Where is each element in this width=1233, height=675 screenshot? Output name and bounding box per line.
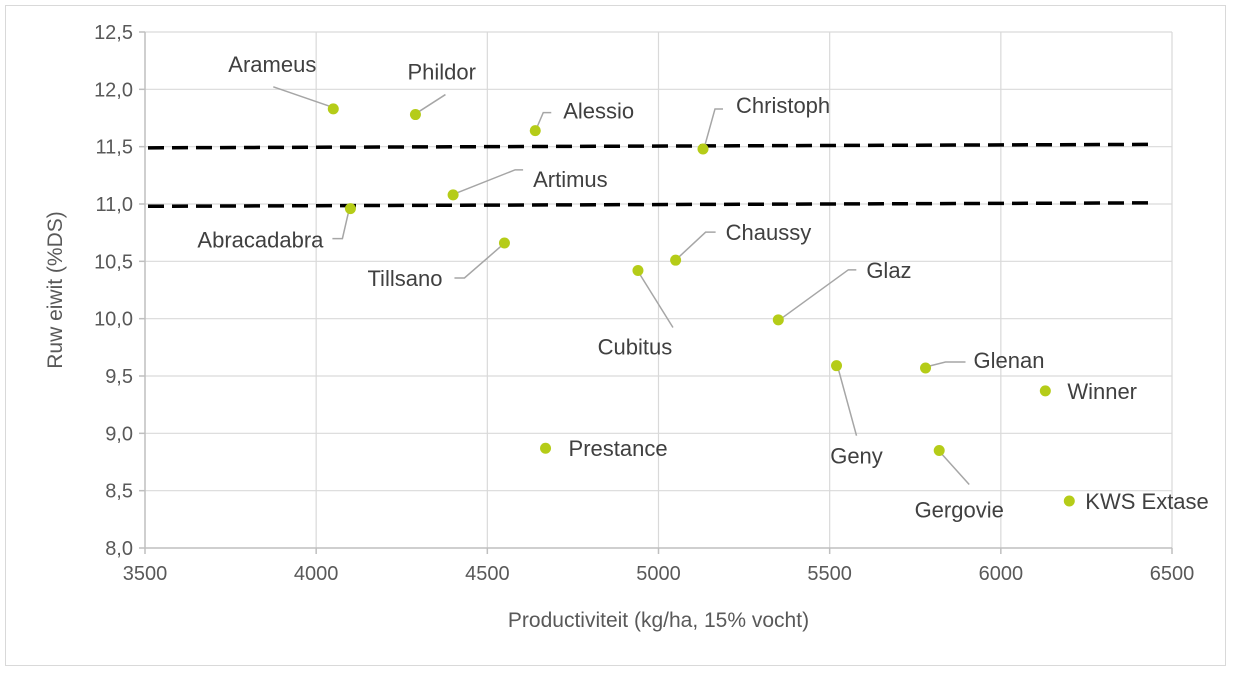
y-tick-label: 8,5 bbox=[105, 481, 133, 503]
leader-line-abracadabra bbox=[332, 212, 350, 240]
data-label-arameus: Arameus bbox=[228, 52, 316, 77]
data-point-glenan bbox=[920, 362, 932, 374]
data-label-cubitus: Cubitus bbox=[598, 335, 673, 360]
x-tick-label: 4000 bbox=[294, 563, 339, 585]
data-point-artimus bbox=[447, 189, 459, 201]
y-tick-label: 8,0 bbox=[105, 538, 133, 560]
data-point-glaz bbox=[772, 314, 784, 326]
x-tick-label: 5500 bbox=[807, 563, 852, 585]
x-tick-label: 5000 bbox=[636, 563, 681, 585]
data-point-alessio bbox=[529, 125, 541, 137]
data-label-gergovie: Gergovie bbox=[915, 498, 1004, 523]
data-label-glenan: Glenan bbox=[974, 348, 1045, 373]
y-tick-label: 11,0 bbox=[96, 194, 133, 216]
data-label-tillsano: Tillsano bbox=[367, 266, 442, 291]
y-tick-label: 11,5 bbox=[96, 137, 133, 159]
data-label-prestance: Prestance bbox=[569, 436, 668, 461]
data-label-artimus: Artimus bbox=[533, 167, 608, 192]
leader-line-christoph bbox=[704, 108, 724, 146]
leader-line-glenan bbox=[929, 361, 966, 367]
x-tick-label: 3500 bbox=[123, 563, 168, 585]
leader-line-geny bbox=[837, 369, 858, 436]
data-label-glaz: Glaz bbox=[866, 258, 911, 283]
x-tick-label: 4500 bbox=[465, 563, 510, 585]
data-point-arameus bbox=[327, 103, 339, 115]
data-point-chaussy bbox=[670, 254, 682, 266]
y-tick-label: 9,0 bbox=[105, 423, 133, 445]
y-axis-title: Ruw eiwit (%DS) bbox=[44, 211, 67, 369]
leader-line-glaz bbox=[781, 269, 857, 319]
data-label-abracadabra: Abracadabra bbox=[197, 228, 324, 253]
y-tick-label: 12,5 bbox=[94, 22, 133, 44]
data-point-prestance bbox=[540, 442, 552, 454]
x-tick-label: 6000 bbox=[979, 563, 1024, 585]
leader-line-artimus bbox=[456, 169, 524, 194]
x-tick-label: 6500 bbox=[1150, 563, 1195, 585]
leader-line-cubitus bbox=[639, 274, 674, 328]
leader-line-chaussy bbox=[677, 231, 716, 259]
chart-frame bbox=[5, 5, 1226, 666]
x-axis-title: Productiviteit (kg/ha, 15% vocht) bbox=[508, 609, 809, 632]
data-label-kws-extase: KWS Extase bbox=[1085, 489, 1208, 514]
leader-line-arameus bbox=[273, 86, 332, 108]
data-label-chaussy: Chaussy bbox=[726, 220, 812, 245]
data-point-abracadabra bbox=[344, 203, 356, 215]
data-label-christoph: Christoph bbox=[736, 93, 830, 118]
y-tick-label: 10,5 bbox=[94, 251, 133, 273]
y-tick-label: 10,0 bbox=[94, 309, 133, 331]
data-label-phildor: Phildor bbox=[407, 60, 475, 85]
leader-line-tillsano bbox=[454, 244, 503, 279]
data-point-kws-extase bbox=[1063, 495, 1075, 507]
leader-line-alessio bbox=[536, 111, 552, 127]
y-tick-label: 9,5 bbox=[105, 366, 133, 388]
data-point-tillsano bbox=[498, 237, 510, 249]
data-point-cubitus bbox=[632, 265, 644, 277]
data-point-winner bbox=[1039, 385, 1051, 397]
data-point-gergovie bbox=[933, 445, 945, 457]
data-point-christoph bbox=[697, 143, 709, 155]
data-label-geny: Geny bbox=[830, 444, 883, 469]
y-tick-label: 12,0 bbox=[94, 79, 133, 101]
data-label-alessio: Alessio bbox=[563, 99, 634, 124]
data-point-geny bbox=[831, 360, 843, 372]
leader-line-phildor bbox=[417, 93, 446, 114]
data-point-phildor bbox=[409, 109, 421, 121]
leader-line-gergovie bbox=[941, 454, 970, 486]
data-label-winner: Winner bbox=[1067, 379, 1137, 404]
